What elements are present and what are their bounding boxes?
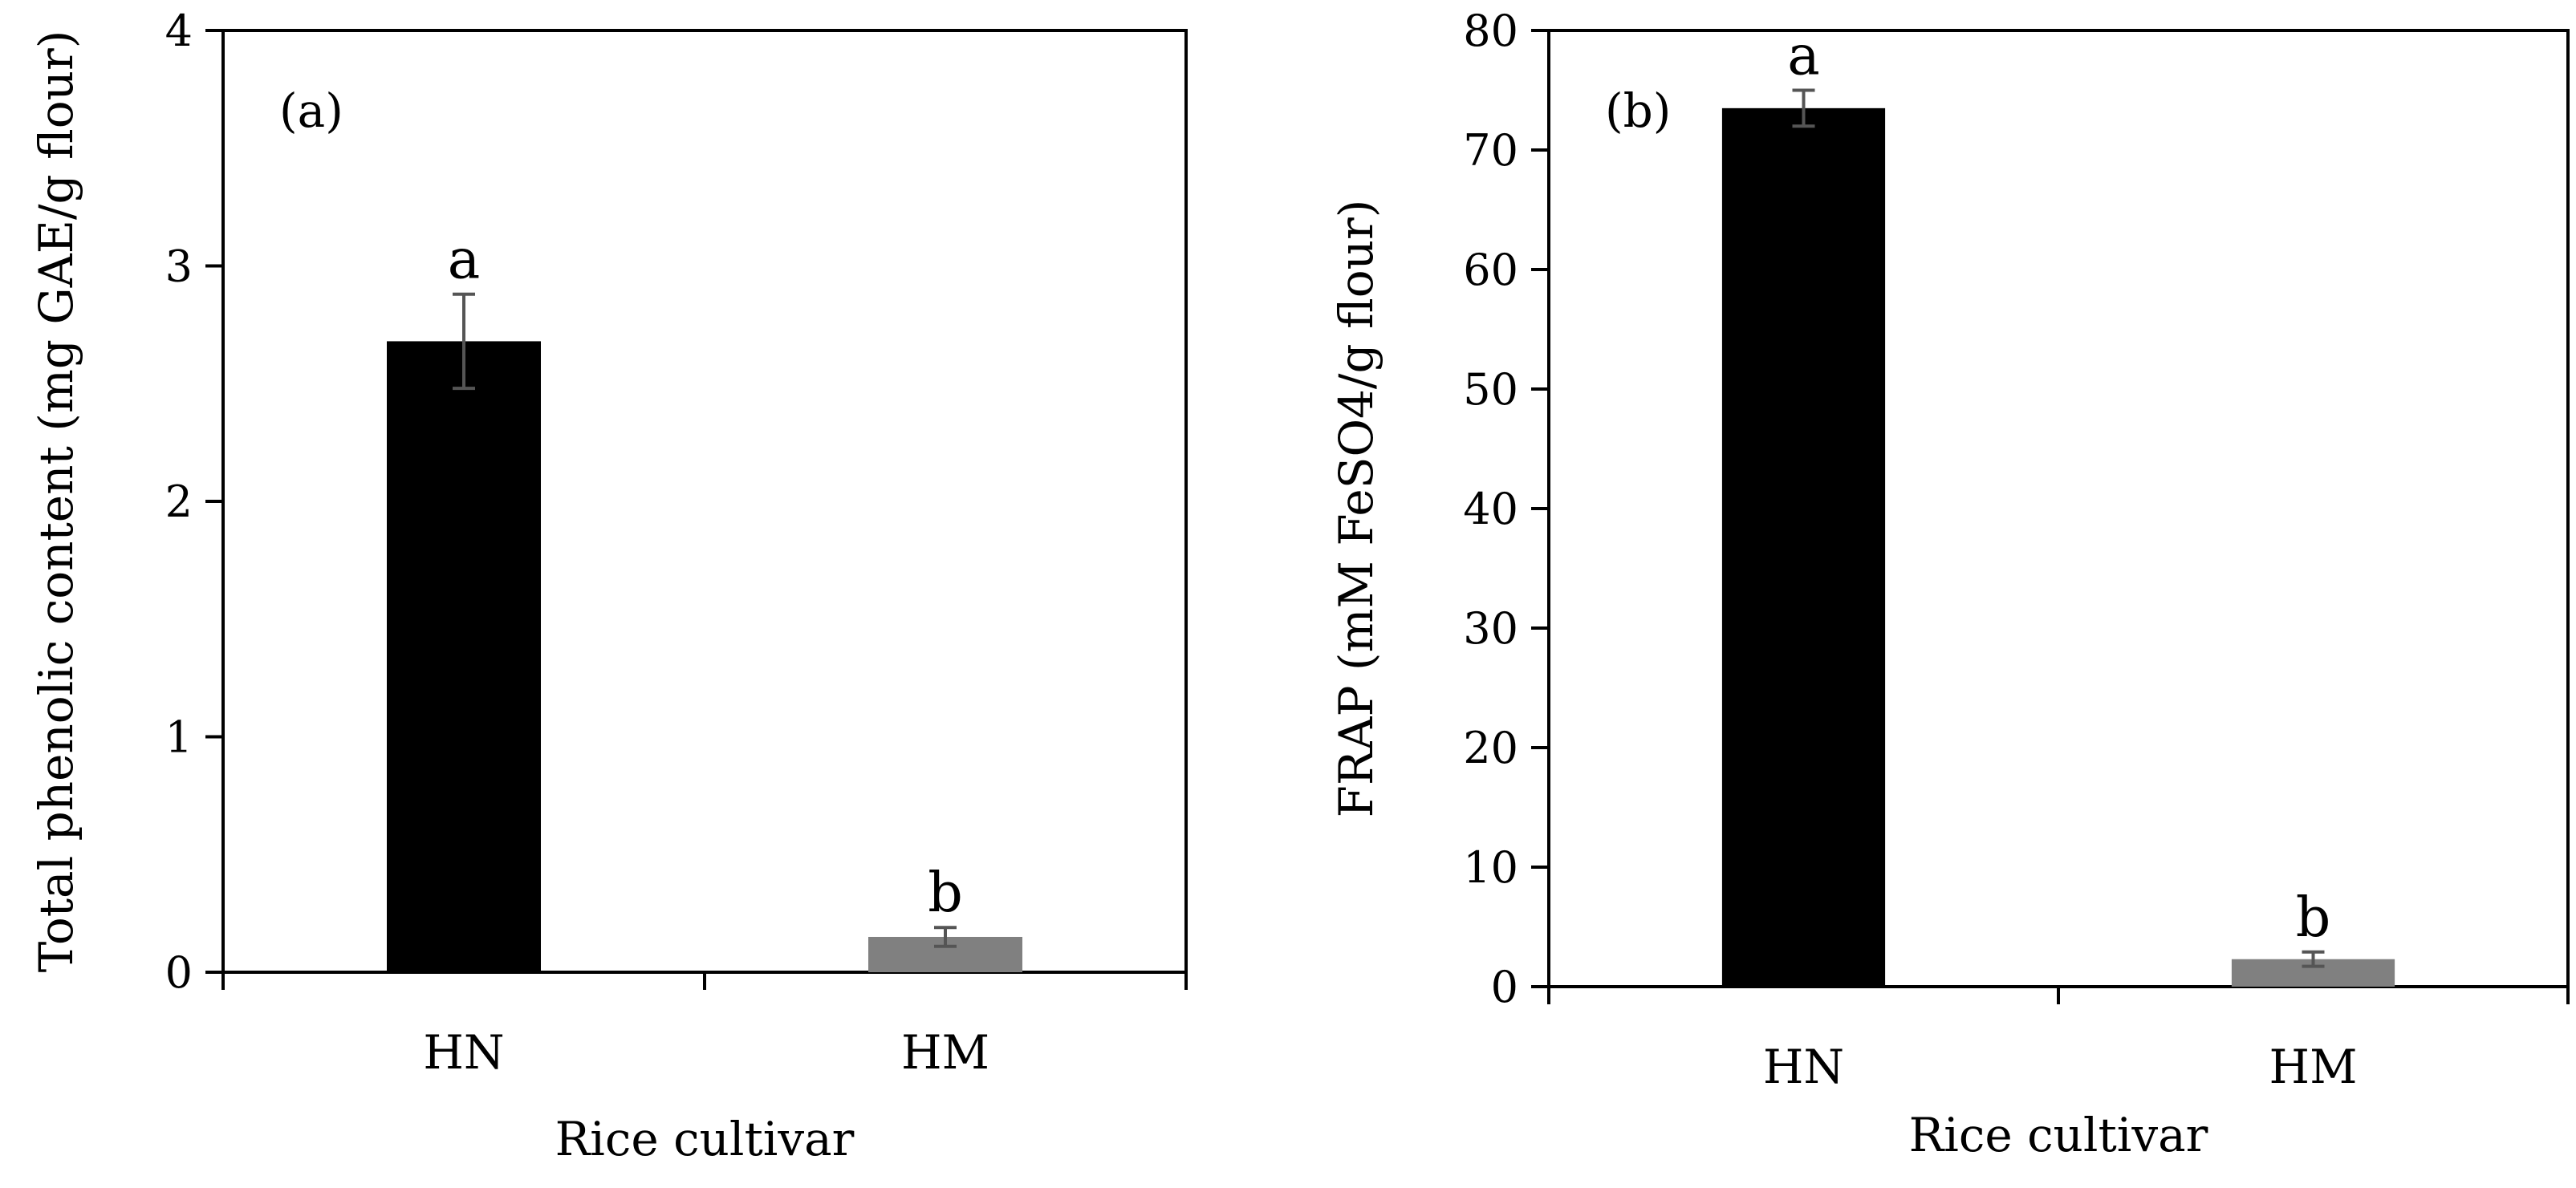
y-axis-title: Total phenolic content (mg GAE/g flour) xyxy=(29,30,83,973)
y-tick-label: 60 xyxy=(1463,245,1518,295)
plot-frame xyxy=(1547,29,2570,988)
significance-label: b xyxy=(928,862,963,925)
y-tick-label: 4 xyxy=(165,6,193,56)
y-tick-label: 40 xyxy=(1463,484,1518,534)
y-tick-label: 70 xyxy=(1463,125,1518,176)
panel-a: 0 1 2 3 4 a HN b HM (a) Rice cultivar Total phenoli… xyxy=(29,6,1188,1166)
y-tick-label: 80 xyxy=(1463,6,1518,56)
significance-label: a xyxy=(1787,25,1820,88)
panel-b: 0 10 20 30 40 50 60 70 80 a HN b HM (b) Rice cultivar F… xyxy=(1329,6,2570,1162)
y-tick-label: 0 xyxy=(165,947,193,998)
y-tick-label: 30 xyxy=(1463,603,1518,654)
y-axis-title: FRAP (mM FeSO4/g flour) xyxy=(1329,200,1383,818)
category-label: HN xyxy=(1763,1040,1844,1094)
panel-label: (b) xyxy=(1605,83,1671,138)
y-tick-label: 0 xyxy=(1491,962,1518,1012)
significance-label: b xyxy=(2296,886,2331,950)
x-axis-title: Rice cultivar xyxy=(1909,1108,2208,1162)
bar-hn xyxy=(1721,107,1886,987)
category-label: HM xyxy=(2269,1040,2358,1094)
y-tick-label: 2 xyxy=(165,476,193,527)
y-tick-label: 50 xyxy=(1463,364,1518,415)
category-label: HN xyxy=(423,1025,504,1080)
y-tick-label: 3 xyxy=(165,241,193,292)
bar-hn xyxy=(387,341,541,972)
category-label: HM xyxy=(901,1025,989,1080)
y-tick-label: 10 xyxy=(1463,842,1518,893)
significance-label: a xyxy=(448,229,481,292)
x-axis-title: Rice cultivar xyxy=(555,1112,855,1166)
y-tick-label: 20 xyxy=(1463,723,1518,773)
plot-frame xyxy=(221,29,1188,974)
y-tick-label: 1 xyxy=(165,712,193,763)
panel-label: (a) xyxy=(279,83,343,138)
